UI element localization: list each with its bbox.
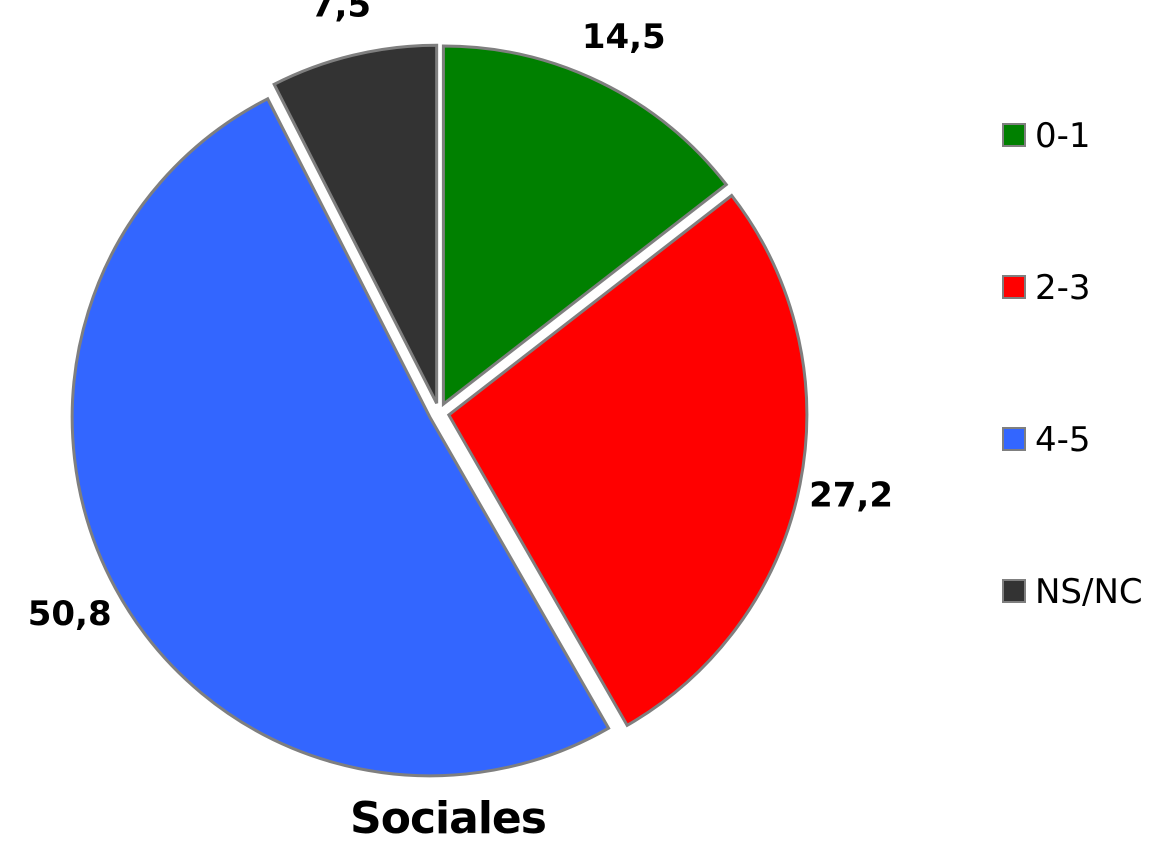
legend-label-0-1: 0-1 [1035,116,1091,156]
value-label-ns-nc: 7,5 [311,0,371,26]
value-label-0-1: 14,5 [582,17,666,57]
legend-swatch-2-3 [1003,276,1025,298]
legend: 0-1 2-3 4-5 NS/NC [1003,116,1143,612]
legend-label-2-3: 2-3 [1035,268,1091,308]
chart-title: Sociales [350,793,546,841]
legend-label-4-5: 4-5 [1035,420,1091,460]
legend-swatch-4-5 [1003,428,1025,450]
legend-label-ns-nc: NS/NC [1035,572,1143,612]
legend-swatch-0-1 [1003,124,1025,146]
value-label-4-5: 50,8 [28,594,112,634]
value-label-2-3: 27,2 [809,475,893,515]
legend-swatch-ns-nc [1003,580,1025,602]
pie-slices [72,45,807,775]
